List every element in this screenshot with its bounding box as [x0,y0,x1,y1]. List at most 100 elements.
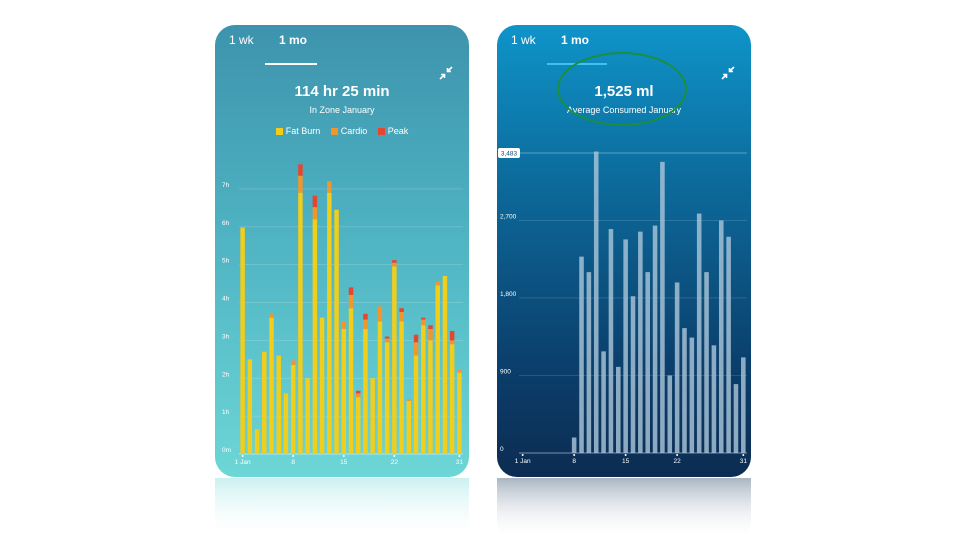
tab-1-month[interactable]: 1 mo [279,33,308,47]
bar-segment-fat-burn [428,340,433,454]
bar-segment-peak [428,325,433,330]
heart-zone-chart: 0m 1h 2h 3h 4h 5h 6h 7h 1 Jan 8 15 22 31 [222,164,464,466]
y-tick-label: 0 [500,446,504,453]
bar-segment-cardio [392,262,397,267]
bar-segment-peak [298,164,303,176]
bar-segment-fat-burn [312,219,318,454]
bar-segment-peak [421,317,426,320]
bar-segment-fat-burn [348,308,354,454]
bar-segment-fat-burn [377,321,383,454]
collapse-icon[interactable] [439,66,453,80]
legend-label: Fat Burn [285,126,321,136]
bar-segment-fat-burn [305,378,310,454]
tab-1-month[interactable]: 1 mo [561,33,590,47]
water-bar [579,256,584,453]
bar-segment-fat-burn [283,393,289,454]
x-tick-dot [624,454,627,456]
water-bar [718,220,724,453]
bar-segment-peak [348,287,354,295]
y-tick-label: 2,700 [500,213,517,220]
bar-segment-fat-burn [421,325,426,454]
bar-segment-cardio [421,319,426,326]
bar-segment-peak [399,308,404,312]
water-bar [660,161,665,454]
water-bar [593,151,599,453]
bar-segment-peak [312,195,318,208]
cardio-swatch-icon [330,128,338,135]
bar-segment-cardio [435,281,440,286]
legend-cardio: Cardio [330,126,368,136]
bar-segment-fat-burn [435,285,440,454]
bar-segment-fat-burn [298,192,303,454]
x-tick-label: 1 Jan [235,459,251,466]
peak-swatch-icon [377,128,385,135]
collapse-icon[interactable] [721,66,735,80]
bar-segment-cardio [290,360,296,366]
bar-segment-cardio [298,175,303,193]
water-chart: 0 900 1,800 2,700 3,483 1 Jan 8 15 22 31 [498,148,748,465]
heart-zone-panel: 1 wk 1 mo 114 hr 25 min In Zone January … [215,25,469,477]
bar-segment-fat-burn [442,276,448,454]
bar-segment-fat-burn [319,317,325,454]
water-bar [608,229,614,453]
bar-segment-fat-burn [370,378,375,454]
water-bar [674,282,680,453]
y-tick-label: 1h [222,409,230,416]
bar-segment-fat-burn [363,329,368,454]
bar-segment-fat-burn [457,372,462,454]
legend-peak: Peak [377,126,408,136]
water-bar [638,231,643,453]
y-tick-label: 1,800 [500,291,517,298]
x-tick-label: 1 Jan [515,458,531,465]
legend-label: Cardio [340,126,368,136]
water-bar [689,337,695,453]
active-tab-indicator [265,63,317,65]
bar-segment-cardio [348,294,354,309]
x-tick-dot [573,454,576,456]
bar-segment-cardio [312,207,318,220]
x-tick-label: 22 [674,458,682,465]
bar-segment-cardio [428,329,433,341]
bar-segment-cardio [269,313,274,318]
y-tick-label: 0m [222,447,231,454]
x-tick-label: 31 [456,459,464,466]
bar-segment-fat-burn [290,365,296,454]
water-bar [704,272,709,453]
water-bar [726,236,731,453]
bar-segment-fat-burn [269,317,274,454]
bar-segment-fat-burn [327,192,332,454]
tab-1-week[interactable]: 1 wk [229,33,254,47]
bar-segment-fat-burn [240,227,245,454]
bar-segment-cardio [377,306,383,322]
water-panel: 1 wk 1 mo 1,525 ml Average Consumed Janu… [497,25,751,477]
x-tick-dot [292,455,295,457]
bar-segment-peak [384,336,390,339]
tab-1-week[interactable]: 1 wk [511,33,536,47]
water-bar [711,345,717,453]
bar-segment-fat-burn [384,342,390,454]
bar-segment-cardio [406,399,412,401]
bar-segment-cardio [355,393,361,398]
water-bar [616,366,621,453]
x-tick-label: 31 [740,458,748,465]
bar-segment-peak [392,260,397,263]
bar-segment-cardio [341,321,347,330]
x-tick-dot [241,455,244,457]
x-tick-label: 8 [572,458,576,465]
bar-segment-fat-burn [406,400,412,454]
bar-segment-fat-burn [276,355,281,454]
x-tick-dot [458,455,461,457]
bar-segment-fat-burn [254,429,260,454]
water-bar [652,225,658,453]
legend-fat-burn: Fat Burn [275,126,321,136]
panel-reflection [215,478,469,540]
bar-segment-cardio [327,181,332,193]
water-bar [645,272,650,453]
bar-segment-fat-burn [449,344,455,454]
bar-segment-cardio [384,338,390,343]
chart-legend: Fat Burn Cardio Peak [215,126,469,136]
water-bar [586,272,592,453]
water-bar [571,437,577,453]
x-tick-dot [393,455,396,457]
bar-segment-cardio [399,312,404,322]
